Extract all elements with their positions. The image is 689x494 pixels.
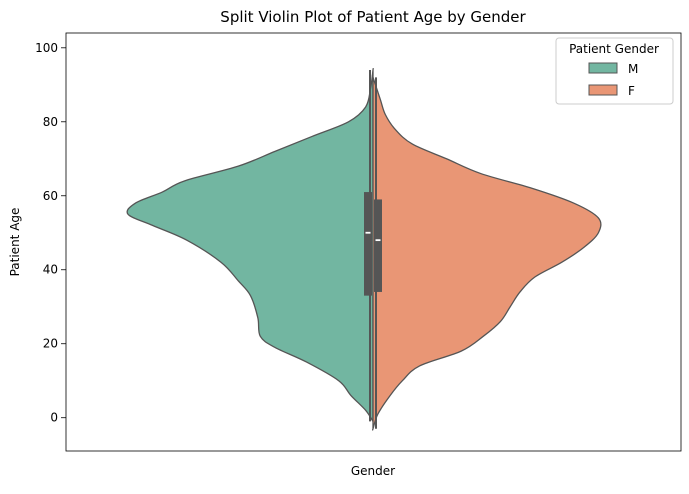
legend-label-F: F: [628, 84, 635, 98]
y-tick-label: 40: [43, 263, 58, 277]
box-M: [364, 192, 372, 296]
violin-half-M: [126, 67, 375, 423]
y-tick-label: 0: [50, 411, 58, 425]
chart-title: Split Violin Plot of Patient Age by Gend…: [220, 8, 526, 26]
violin-half-F: [371, 75, 602, 431]
legend: Patient Gender MF: [555, 37, 674, 105]
y-tick-label: 100: [35, 41, 58, 55]
y-tick-label: 60: [43, 189, 58, 203]
x-axis-label: Gender: [351, 464, 395, 478]
legend-label-M: M: [628, 62, 638, 76]
y-axis-label: Patient Age: [8, 208, 22, 277]
box-F: [374, 199, 382, 292]
y-tick-label: 20: [43, 337, 58, 351]
legend-swatch-F: [588, 84, 618, 96]
legend-swatch-M: [588, 62, 618, 74]
y-axis: 0 20 40 60 80 100: [35, 41, 66, 425]
plot-frame: [65, 32, 682, 452]
violin-group: [126, 67, 602, 431]
legend-title: Patient Gender: [569, 42, 659, 56]
y-tick-label: 80: [43, 115, 58, 129]
